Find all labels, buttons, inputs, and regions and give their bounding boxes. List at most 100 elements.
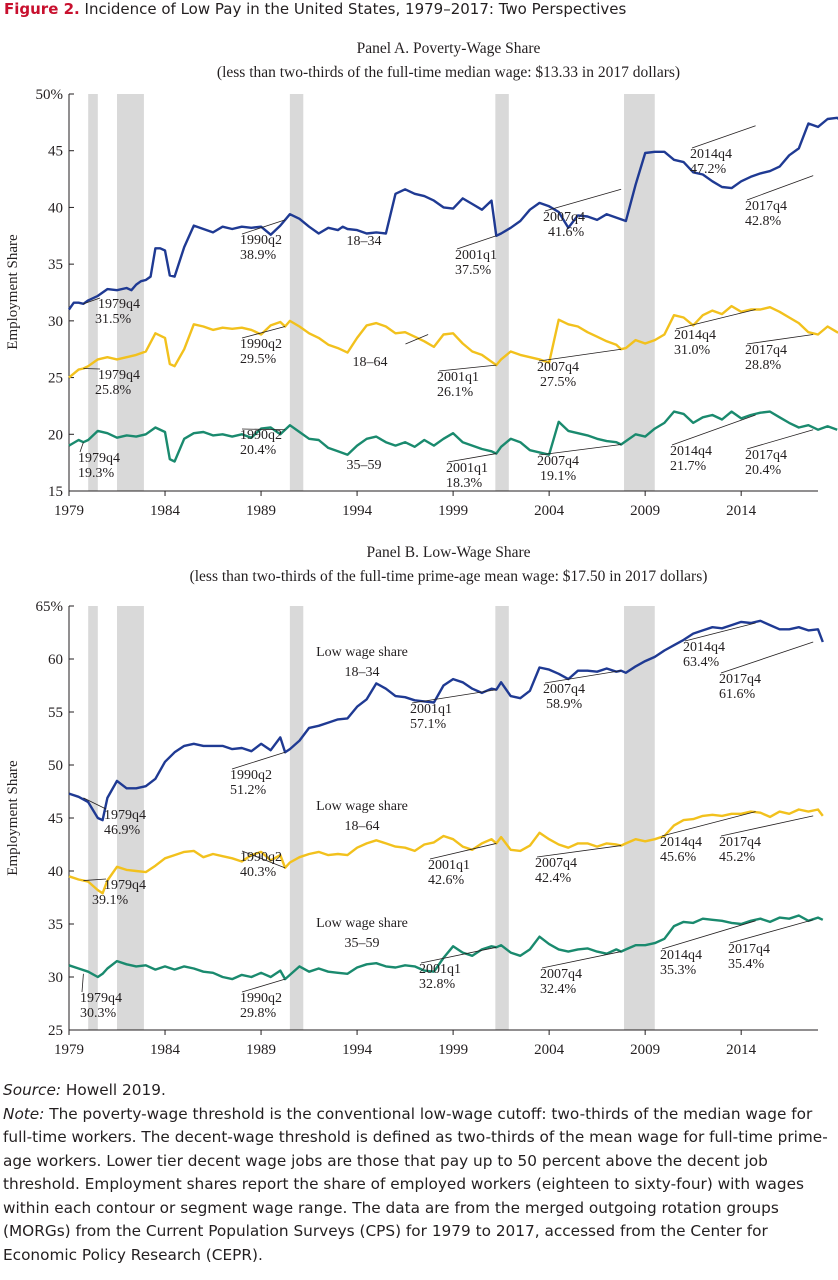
annotation-value: 41.6% xyxy=(548,225,585,240)
annotation-leader xyxy=(729,919,814,944)
recession-band xyxy=(495,94,509,491)
y-tick-label: 60 xyxy=(48,652,63,668)
annotation-leader xyxy=(544,188,622,212)
series-line xyxy=(68,304,838,379)
annotation-value: 26.1% xyxy=(437,385,474,400)
annotation-value: 20.4% xyxy=(745,463,782,478)
annotation-date: 2001q1 xyxy=(446,461,488,476)
series-label: 18–64 xyxy=(353,355,388,370)
recession-band xyxy=(289,94,304,491)
annotation-value: 63.4% xyxy=(683,655,720,670)
annotation-value: 57.1% xyxy=(410,717,447,732)
annotation-date: 2007q4 xyxy=(535,856,577,871)
annotation-date: 1990q2 xyxy=(240,991,282,1006)
annotation-date: 2001q1 xyxy=(437,370,479,385)
annotation-date: 2017q4 xyxy=(745,343,787,358)
annotation-leader xyxy=(447,453,497,463)
x-tick-label: 2004 xyxy=(534,1042,565,1058)
series-line xyxy=(68,808,824,895)
x-tick-label: 2009 xyxy=(630,1042,660,1058)
annotation-leader xyxy=(81,973,84,993)
annotation-date: 2014q4 xyxy=(683,640,725,655)
annotation-leader xyxy=(79,442,84,453)
annotation-value: 37.5% xyxy=(455,263,492,278)
annotation-leader xyxy=(411,689,497,704)
x-tick-label: 1979 xyxy=(54,503,84,519)
annotation-leader xyxy=(720,641,814,674)
y-tick-label: 40 xyxy=(48,864,63,880)
annotation-date: 1990q2 xyxy=(240,233,282,248)
figure-footer: Source: Howell 2019. Note: The poverty-w… xyxy=(3,1079,835,1267)
recession-band xyxy=(495,606,509,1030)
y-tick-label: 30 xyxy=(48,314,63,330)
annotation-leader xyxy=(684,622,756,642)
note-label: Note: xyxy=(3,1104,45,1123)
annotation-date: 1979q4 xyxy=(78,451,120,466)
annotation-date: 1990q2 xyxy=(240,428,282,443)
annotation-date: 2014q4 xyxy=(660,835,702,850)
recession-band xyxy=(624,606,655,1030)
y-tick-label: 35 xyxy=(48,917,63,933)
series-label: 18–34 xyxy=(347,234,382,249)
annotation-value: 46.9% xyxy=(104,823,141,838)
series-label: Low wage share xyxy=(316,645,408,660)
annotation-leader xyxy=(544,670,622,684)
annotation-value: 19.3% xyxy=(78,466,115,481)
annotation-value: 30.3% xyxy=(80,1006,117,1021)
recession-band xyxy=(289,606,304,1030)
source-text: Howell 2019. xyxy=(61,1081,166,1099)
x-tick-label: 1999 xyxy=(438,1042,468,1058)
annotation-date: 1990q2 xyxy=(240,850,282,865)
y-tick-label: 55 xyxy=(48,705,63,721)
annotation-date: 1979q4 xyxy=(104,878,146,893)
series-label: 18–34 xyxy=(345,665,380,680)
annotation-leader xyxy=(536,845,622,858)
annotation-leader xyxy=(231,751,286,770)
annotation-date: 2001q1 xyxy=(428,858,470,873)
y-axis-label: Employment Share xyxy=(5,760,21,876)
series-label: Low wage share xyxy=(316,916,408,931)
y-tick-label: 15 xyxy=(48,484,63,500)
source-line: Source: Howell 2019. xyxy=(3,1079,835,1103)
figure-label: Figure 2. xyxy=(4,0,80,18)
annotation-date: 2014q4 xyxy=(690,147,732,162)
y-tick-label: 40 xyxy=(48,200,63,216)
series-line xyxy=(68,619,824,822)
x-tick-label: 1994 xyxy=(342,503,373,519)
annotation-leader xyxy=(241,850,286,869)
recession-band xyxy=(117,606,144,1030)
annotation-leader xyxy=(83,797,107,810)
annotation-date: 2001q1 xyxy=(410,702,452,717)
annotation-leader xyxy=(746,334,814,345)
recession-band xyxy=(117,94,144,491)
annotation-value: 20.4% xyxy=(240,443,277,458)
annotation-value: 61.6% xyxy=(719,687,756,702)
annotation-date: 2014q4 xyxy=(670,444,712,459)
annotation-date: 2017q4 xyxy=(728,942,770,957)
x-tick-label: 1984 xyxy=(150,1042,181,1058)
y-tick-label: 25 xyxy=(48,371,63,387)
recession-band xyxy=(88,606,98,1030)
annotation-leader xyxy=(691,125,756,149)
x-tick-label: 2014 xyxy=(726,503,757,519)
annotation-value: 42.8% xyxy=(745,214,782,229)
annotation-leader xyxy=(661,920,756,950)
annotation-value: 19.1% xyxy=(540,469,577,484)
y-tick-label: 50 xyxy=(48,758,63,774)
annotation-leader xyxy=(541,951,622,969)
annotation-date: 1979q4 xyxy=(104,808,146,823)
x-tick-label: 1989 xyxy=(246,1042,276,1058)
y-tick-label: 25 xyxy=(48,1023,63,1039)
x-tick-label: 1999 xyxy=(438,503,468,519)
annotation-value: 35.3% xyxy=(660,963,697,978)
series-label: 35–59 xyxy=(345,936,380,951)
annotation-date: 1990q2 xyxy=(230,768,272,783)
x-tick-label: 2004 xyxy=(534,503,565,519)
series-label: Low wage share xyxy=(316,799,408,814)
annotation-date: 2001q1 xyxy=(419,962,461,977)
annotation-leader xyxy=(538,348,622,362)
annotation-date: 2014q4 xyxy=(674,328,716,343)
annotation-date: 2007q4 xyxy=(543,682,585,697)
x-tick-label: 1984 xyxy=(150,503,181,519)
x-tick-label: 2009 xyxy=(630,503,660,519)
